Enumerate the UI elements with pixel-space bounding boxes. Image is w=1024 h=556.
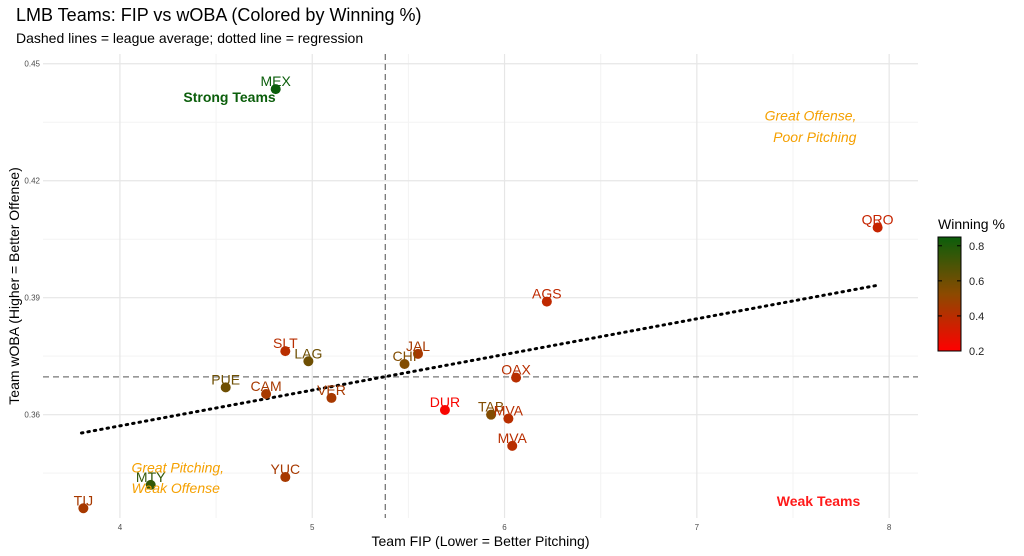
team-point [511, 372, 522, 383]
team-point [303, 356, 314, 367]
chart-title: LMB Teams: FIP vs wOBA (Colored by Winni… [16, 5, 422, 25]
team-label: JAL [406, 338, 430, 354]
legend-tick-label: 0.8 [969, 241, 984, 253]
team-label: TIJ [74, 492, 93, 508]
y-tick-label: 0.45 [24, 60, 40, 69]
x-tick-label: 5 [310, 523, 315, 532]
y-tick-label: 0.36 [24, 411, 40, 420]
team-label: YUC [271, 461, 301, 477]
legend-tick-label: 0.6 [969, 276, 984, 288]
quadrant-annotation: Weak Offense [131, 480, 220, 496]
team-label: MEX [261, 73, 292, 89]
team-label: TAB [478, 399, 504, 415]
team-point [399, 358, 410, 369]
team-point [270, 84, 281, 95]
team-point [326, 392, 337, 403]
x-axis-label: Team FIP (Lower = Better Pitching) [372, 533, 590, 549]
team-label: VER [317, 382, 346, 398]
quadrant-annotation: Great Pitching, [131, 459, 224, 475]
legend-tick-label: 0.2 [969, 346, 984, 358]
x-tick-label: 7 [695, 523, 700, 532]
quadrant-annotation: Poor Pitching [773, 129, 856, 145]
team-label: PUE [211, 371, 240, 387]
team-point [541, 296, 552, 307]
team-label: SLT [273, 335, 298, 351]
team-point [872, 222, 883, 233]
legend-colorbar [937, 236, 962, 352]
team-point [280, 346, 291, 357]
x-tick-label: 4 [118, 523, 123, 532]
team-point [78, 503, 89, 514]
team-point [507, 440, 518, 451]
team-point [413, 348, 423, 359]
team-label: DUR [430, 394, 460, 410]
y-tick-label: 0.42 [24, 177, 40, 186]
quadrant-annotation: Weak Teams [777, 493, 861, 509]
team-point [439, 404, 450, 415]
team-point [280, 472, 291, 483]
quadrant-annotation: Great Offense, [765, 108, 857, 124]
team-point [145, 479, 156, 490]
team-label: LAG [294, 345, 322, 361]
team-point [486, 409, 497, 420]
x-tick-label: 6 [502, 523, 507, 532]
regression-line [79, 284, 878, 435]
y-axis-label: Team wOBA (Higher = Better Offense) [6, 167, 22, 404]
team-label: QRO [862, 212, 894, 228]
legend-tick-label: 0.4 [969, 311, 984, 323]
team-label: AGS [532, 286, 562, 302]
team-label: CHI [392, 348, 416, 364]
team-label: OAX [501, 362, 531, 378]
chart-subtitle: Dashed lines = league average; dotted li… [16, 30, 364, 46]
legend-title: Winning % [938, 216, 1005, 232]
quadrant-annotation: Strong Teams [183, 89, 276, 105]
team-label: MTY [136, 469, 166, 485]
y-tick-label: 0.39 [24, 294, 40, 303]
team-label: MVA [494, 403, 524, 419]
team-label: CAM [251, 378, 282, 394]
team-point [220, 382, 231, 393]
x-tick-label: 8 [887, 523, 892, 532]
team-point [503, 413, 514, 424]
team-point [261, 389, 272, 400]
team-label: MVA [498, 430, 528, 446]
